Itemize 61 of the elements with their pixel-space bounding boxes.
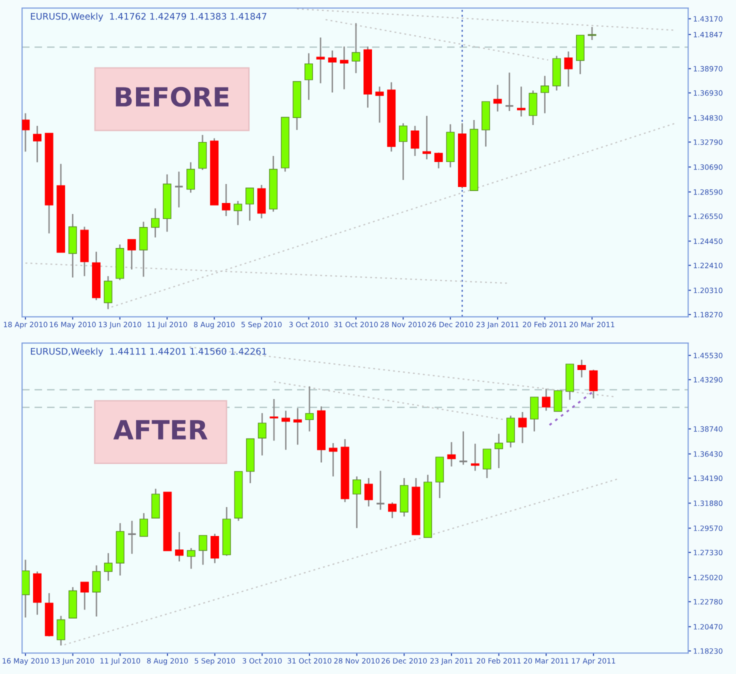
- annotation: BEFORE: [116, 86, 228, 107]
- candlestick: [528, 90, 538, 126]
- candlestick: [589, 369, 598, 400]
- candlestick: [352, 22, 360, 74]
- candlestick: [352, 476, 362, 529]
- candlestick: [80, 581, 89, 610]
- candlestick: [364, 477, 373, 508]
- candlestick: [493, 84, 502, 112]
- candlestick: [174, 170, 184, 208]
- candlestick: [258, 412, 266, 456]
- candlestick: [328, 442, 338, 478]
- candlestick: [388, 502, 397, 519]
- candlestick: [554, 390, 562, 412]
- candlestick: [447, 441, 456, 468]
- candlestick: [422, 115, 432, 160]
- candlestick: [518, 411, 527, 444]
- candlestick: [530, 396, 539, 432]
- candlestick: [140, 512, 148, 538]
- candlestick: [504, 72, 514, 112]
- candlestick: [316, 36, 325, 84]
- candlestick: [305, 386, 314, 432]
- candlestick: [494, 433, 504, 469]
- candlestick: [186, 547, 196, 570]
- candlestick: [198, 534, 208, 566]
- candlestick: [482, 448, 492, 479]
- annotation: AFTER: [113, 420, 208, 440]
- candlestick: [542, 388, 550, 412]
- candlestick: [175, 531, 184, 562]
- candlestick: [22, 112, 30, 152]
- candlestick: [577, 359, 586, 378]
- candlestick: [282, 410, 290, 450]
- chart-title: EURUSD,Weekly 1.44111 1.44201 1.41560 1.42261: [30, 348, 266, 356]
- candlestick: [410, 125, 420, 157]
- candlestick: [434, 152, 443, 170]
- candlestick: [127, 238, 136, 270]
- candlestick: [186, 162, 195, 194]
- candlestick: [375, 86, 384, 124]
- candlestick: [376, 470, 386, 510]
- candlestick: [127, 520, 137, 555]
- candlestick: [222, 183, 230, 217]
- candlestick: [304, 52, 313, 101]
- candlestick: [246, 187, 254, 222]
- chart-title: EURUSD,Weekly 1.41762 1.42479 1.41383 1.41847: [30, 12, 266, 22]
- candlestick: [139, 221, 148, 278]
- candlestick: [564, 50, 573, 88]
- candlestick: [210, 533, 220, 564]
- candlestick: [328, 50, 337, 94]
- candlestick: [293, 407, 302, 446]
- candlestick: [104, 552, 113, 582]
- candlestick: [56, 615, 66, 646]
- candlestick: [234, 200, 242, 226]
- candlestick: [398, 122, 408, 181]
- candlestick: [151, 208, 160, 238]
- candlestick: [588, 26, 596, 41]
- candlestick: [540, 75, 550, 114]
- candlestick: [270, 398, 278, 442]
- candlestick: [33, 125, 42, 163]
- candlestick: [340, 46, 348, 90]
- candlestick: [22, 559, 30, 618]
- candlestick: [92, 564, 101, 618]
- candlestick: [104, 275, 112, 310]
